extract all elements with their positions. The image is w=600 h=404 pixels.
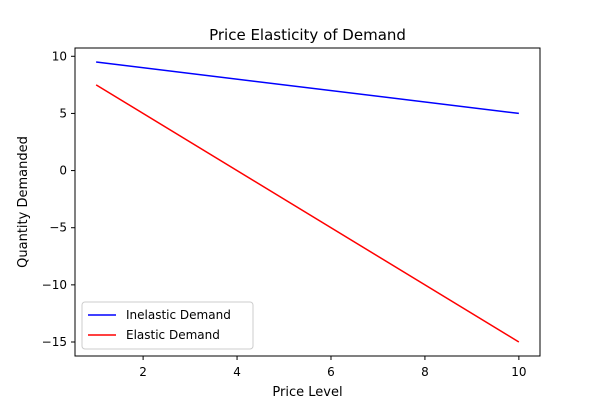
series-line-1 [95, 84, 520, 343]
legend-box [81, 301, 254, 350]
legend-label-0: Inelastic Demand [126, 308, 231, 322]
x-axis-label: Price Level [272, 385, 342, 400]
y-tick-label: 5 [59, 106, 67, 120]
legend: Inelastic Demand Elastic Demand [81, 301, 254, 350]
x-tick-label: 6 [327, 365, 335, 379]
x-tick-label: 4 [233, 365, 241, 379]
y-axis-label: Quantity Demanded [16, 136, 31, 268]
y-tick-label: −15 [42, 335, 67, 349]
chart-title: Price Elasticity of Demand [209, 26, 406, 44]
x-axis-ticks: 2 4 6 8 10 [139, 356, 527, 379]
y-tick-label: −10 [42, 278, 67, 292]
plot-area-frame [74, 47, 541, 357]
y-tick-label: 10 [52, 49, 67, 63]
y-axis-ticks: 10 5 0 −5 −10 −15 [42, 49, 75, 349]
x-tick-label: 2 [139, 365, 147, 379]
series-line-0 [96, 61, 519, 115]
series-layer [95, 61, 520, 343]
x-tick-label: 8 [421, 365, 429, 379]
legend-label-1: Elastic Demand [126, 328, 220, 342]
x-tick-label: 10 [511, 365, 526, 379]
y-tick-label: −5 [49, 221, 67, 235]
y-tick-label: 0 [59, 164, 67, 178]
